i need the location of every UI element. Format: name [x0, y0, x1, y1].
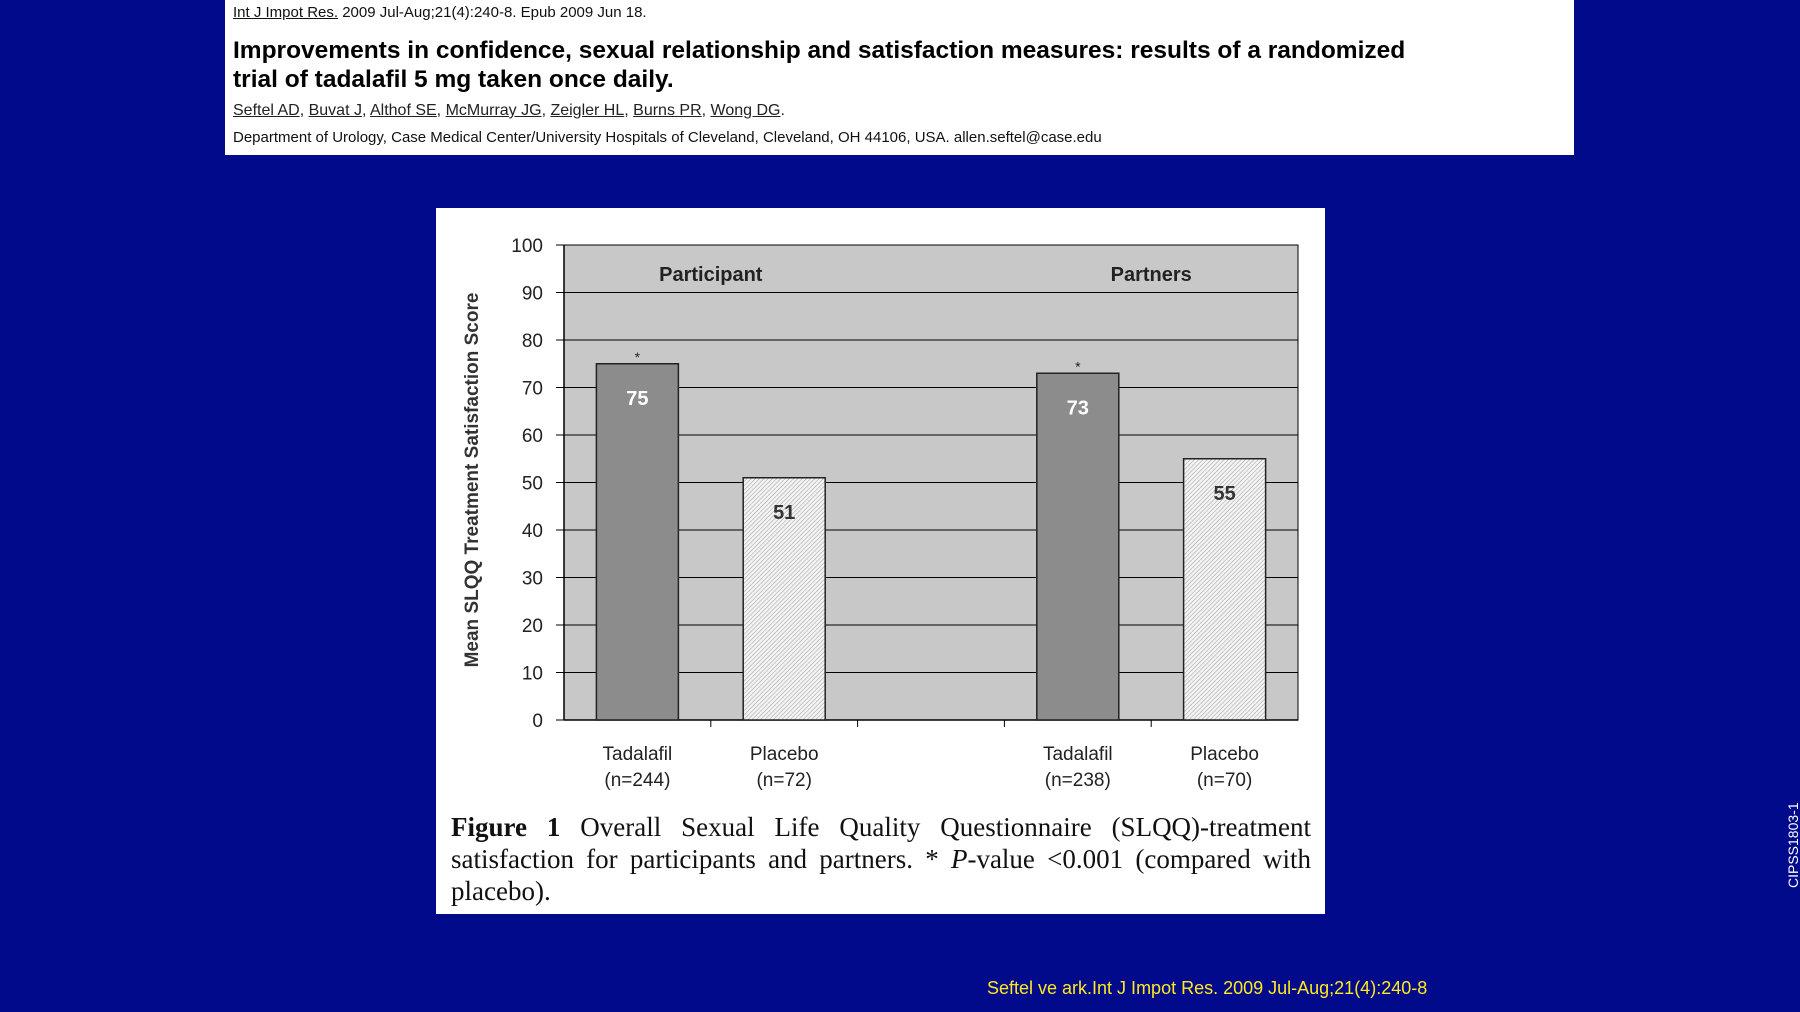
journal-line: Int J Impot Res. 2009 Jul-Aug;21(4):240-… — [233, 4, 1566, 22]
bar-value-label: 75 — [626, 388, 648, 410]
citation-panel: Int J Impot Res. 2009 Jul-Aug;21(4):240-… — [225, 0, 1574, 155]
x-category-label: Tadalafil — [603, 744, 673, 765]
x-category-n: (n=238) — [1045, 770, 1111, 791]
bar-value-label: 73 — [1067, 397, 1089, 419]
author-link[interactable]: Zeigler HL — [550, 102, 625, 119]
journal-link[interactable]: Int J Impot Res. — [233, 4, 339, 21]
caption-text-2: -value <0.001 (compared with placebo). — [451, 844, 1311, 906]
y-tick-label: 20 — [522, 616, 543, 637]
caption-italic: P — [950, 844, 968, 874]
y-tick-label: 40 — [522, 521, 543, 542]
author-link[interactable]: Althof SE — [369, 102, 437, 119]
figure-caption: Figure 1 Overall Sexual Life Quality Que… — [451, 811, 1311, 907]
group-label: Participant — [659, 264, 763, 286]
paper-title-line-1: Improvements in confidence, sexual relat… — [233, 37, 1406, 64]
author-link[interactable]: Seftel AD — [233, 102, 300, 119]
x-category-n: (n=70) — [1197, 770, 1252, 791]
tadalafil-bar — [1036, 372, 1120, 721]
y-tick-label: 100 — [511, 236, 543, 257]
tadalafil-bar — [595, 363, 680, 721]
author-link[interactable]: Buvat J — [308, 102, 362, 119]
x-category-n: (n=244) — [604, 770, 670, 791]
slide-code: CIPSS1803-1 — [1785, 802, 1800, 888]
x-category-label: Placebo — [750, 744, 819, 765]
journal-details: 2009 Jul-Aug;21(4):240-8. Epub 2009 Jun … — [338, 4, 647, 21]
bar-value-label: 51 — [773, 502, 795, 524]
bar-value-label: 55 — [1213, 483, 1235, 505]
y-tick-label: 90 — [522, 284, 543, 305]
paper-title: Improvements in confidence, sexual relat… — [233, 36, 1566, 94]
y-tick-label: 10 — [522, 664, 543, 685]
y-tick-label: 70 — [522, 379, 543, 400]
placebo-bar — [1182, 458, 1267, 721]
y-tick-label: 0 — [532, 711, 543, 732]
affiliation: Department of Urology, Case Medical Cent… — [233, 129, 1102, 146]
x-category-label: Tadalafil — [1043, 744, 1113, 765]
author-list: Seftel AD, Buvat J, Althof SE, McMurray … — [233, 102, 785, 119]
figure-panel: Mean SLQQ Treatment Satisfaction Score 0… — [436, 208, 1325, 914]
y-tick-label: 50 — [522, 474, 543, 495]
author-link[interactable]: McMurray JG — [445, 102, 542, 119]
author-link[interactable]: Burns PR — [633, 102, 702, 119]
x-category-n: (n=72) — [756, 770, 811, 791]
significance-marker: * — [1075, 358, 1081, 374]
footer-reference: Seftel ve ark.Int J Impot Res. 2009 Jul-… — [987, 978, 1428, 998]
y-tick-label: 80 — [522, 331, 543, 352]
caption-text-1: Overall Sexual Life Quality Questionnair… — [451, 812, 1311, 874]
y-tick-label: 30 — [522, 569, 543, 590]
y-axis-label: Mean SLQQ Treatment Satisfaction Score — [462, 293, 483, 668]
bar-chart: Mean SLQQ Treatment Satisfaction Score 0… — [462, 236, 1299, 791]
y-tick-label: 60 — [522, 426, 543, 447]
significance-marker: * — [635, 349, 641, 365]
group-label: Partners — [1111, 264, 1192, 286]
paper-title-line-2: trial of tadalafil 5 mg taken once daily… — [233, 66, 674, 93]
author-link[interactable]: Wong DG — [710, 102, 781, 119]
x-category-label: Placebo — [1190, 744, 1259, 765]
placebo-bar — [742, 477, 826, 721]
figure-label: Figure 1 — [451, 812, 561, 842]
